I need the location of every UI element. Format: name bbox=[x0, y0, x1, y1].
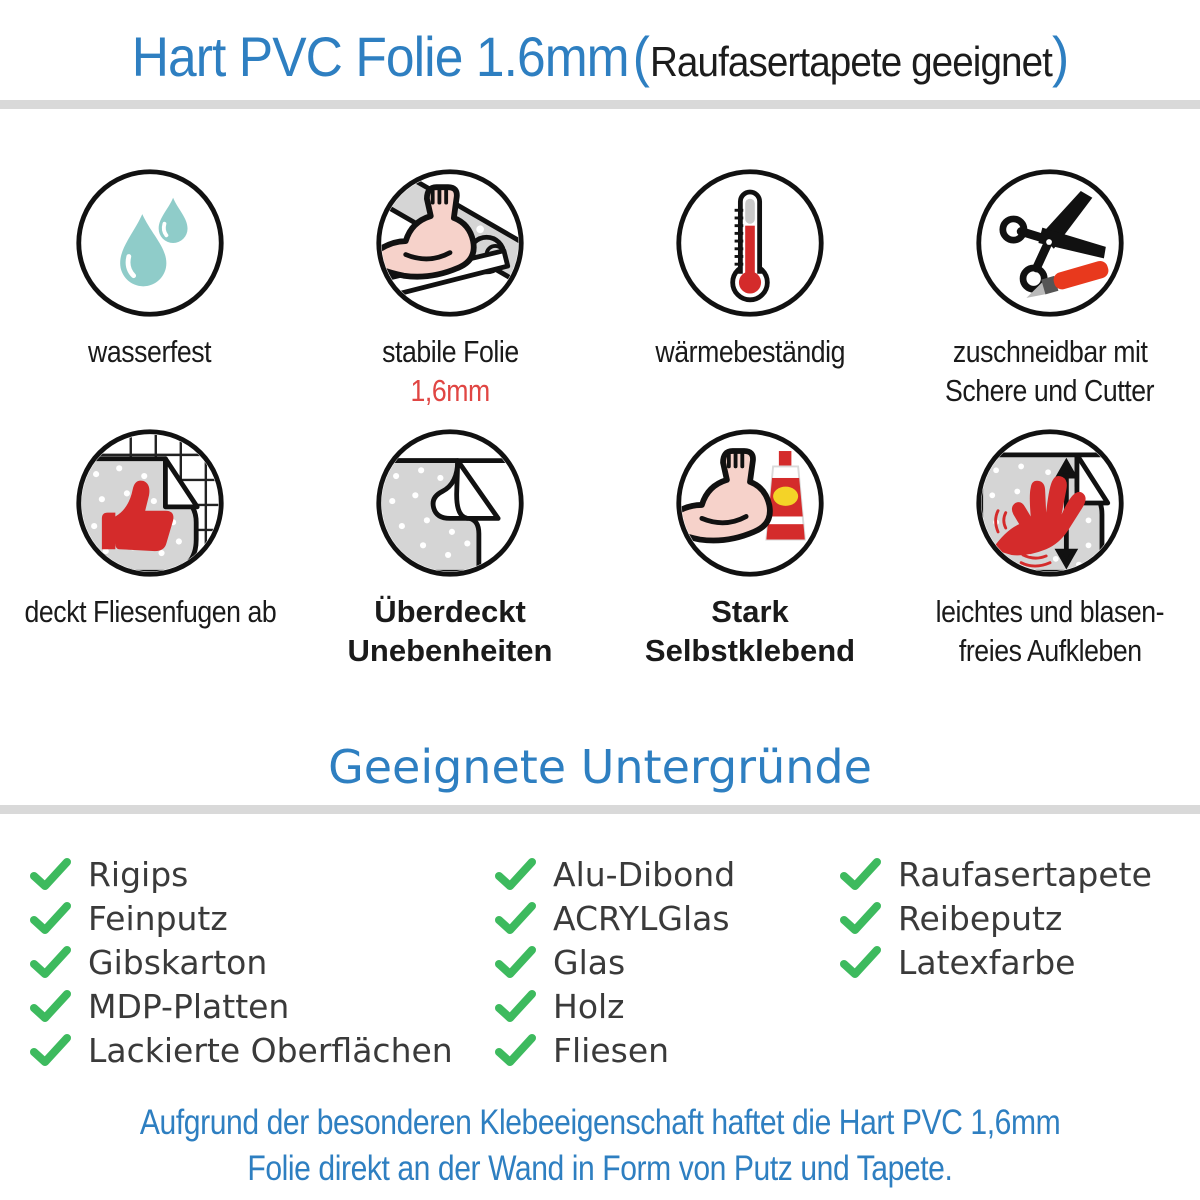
green-check-icon bbox=[495, 1034, 536, 1066]
green-check-icon bbox=[840, 902, 881, 934]
green-check-icon bbox=[840, 946, 881, 978]
green-check-icon bbox=[30, 990, 71, 1022]
feature-label: Stark Selbstklebend bbox=[644, 594, 856, 668]
green-check-icon bbox=[495, 902, 536, 934]
divider-bar-middle bbox=[0, 805, 1200, 814]
list-item: Latexfarbe bbox=[840, 940, 1170, 984]
list-item: Feinputz bbox=[30, 896, 495, 940]
list-item: Lackierte Oberflächen bbox=[30, 1028, 495, 1072]
list-item: ACRYLGlas bbox=[495, 896, 840, 940]
section-heading: Geeignete Untergründe bbox=[328, 740, 872, 794]
feature-label: zuschneidbar mit Schere und Cutter bbox=[945, 334, 1155, 408]
green-check-icon bbox=[495, 990, 536, 1022]
feature-label: deckt Fliesenfugen ab bbox=[24, 594, 276, 629]
water-drops-icon bbox=[76, 169, 224, 317]
title-paren-close: ) bbox=[1051, 25, 1069, 88]
thermometer-icon bbox=[676, 169, 824, 317]
feature-label: Überdeckt Unebenheiten bbox=[347, 594, 553, 668]
green-check-icon bbox=[30, 946, 71, 978]
checklist-column-3: Raufasertapete Reibeputz Latexfarbe bbox=[840, 852, 1170, 1072]
list-item: Reibeputz bbox=[840, 896, 1170, 940]
feature-waermebestaendig: wärmebeständig bbox=[600, 166, 900, 410]
thumb-tiles-icon bbox=[76, 429, 224, 577]
list-item: MDP-Platten bbox=[30, 984, 495, 1028]
feature-sublabel: 1,6mm bbox=[410, 373, 490, 408]
feature-unebenheiten: Überdeckt Unebenheiten bbox=[300, 426, 600, 670]
feature-selbstklebend: Stark Selbstklebend bbox=[600, 426, 900, 670]
footer-line-1: Aufgrund der besonderen Klebeeigenschaft… bbox=[139, 1103, 1061, 1142]
feature-label: wärmebeständig bbox=[655, 334, 845, 369]
list-item: Holz bbox=[495, 984, 840, 1028]
divider-bar-top bbox=[0, 100, 1200, 109]
green-check-icon bbox=[30, 1034, 71, 1066]
muscle-foil-icon bbox=[376, 169, 524, 317]
feature-label: wasserfest bbox=[88, 334, 212, 369]
title-subtitle: Raufasertapete geeignet bbox=[649, 38, 1052, 85]
list-item: Glas bbox=[495, 940, 840, 984]
feature-row-1: wasserfest bbox=[0, 166, 1200, 410]
green-check-icon bbox=[495, 858, 536, 890]
feature-zuschneidbar: zuschneidbar mit Schere und Cutter bbox=[900, 166, 1200, 410]
list-item: Raufasertapete bbox=[840, 852, 1170, 896]
feature-aufkleben: leichtes und blasen- freies Aufkleben bbox=[900, 426, 1200, 670]
list-item: Rigips bbox=[30, 852, 495, 896]
muscle-glue-icon bbox=[676, 429, 824, 577]
green-check-icon bbox=[30, 858, 71, 890]
substrate-checklist: Rigips Feinputz Gibskarton MDP-Platten L… bbox=[30, 852, 1170, 1072]
feature-fliesenfugen: deckt Fliesenfugen ab bbox=[0, 426, 300, 670]
hand-smoothing-icon bbox=[976, 429, 1124, 577]
list-item: Fliesen bbox=[495, 1028, 840, 1072]
feature-row-2: deckt Fliesenfugen ab bbox=[0, 426, 1200, 670]
green-check-icon bbox=[30, 902, 71, 934]
green-check-icon bbox=[495, 946, 536, 978]
dotted-foil-icon bbox=[376, 429, 524, 577]
feature-label: stabile Folie bbox=[381, 334, 519, 369]
footer-line-2: Folie direkt an der Wand in Form von Put… bbox=[247, 1149, 953, 1188]
footer-note: Aufgrund der besonderen Klebeeigenschaft… bbox=[0, 1100, 1200, 1192]
feature-wasserfest: wasserfest bbox=[0, 166, 300, 410]
checklist-column-1: Rigips Feinputz Gibskarton MDP-Platten L… bbox=[30, 852, 495, 1072]
list-item: Gibskarton bbox=[30, 940, 495, 984]
title-main: Hart PVC Folie 1.6mm bbox=[131, 25, 629, 88]
list-item: Alu-Dibond bbox=[495, 852, 840, 896]
title-paren-open: ( bbox=[632, 25, 650, 88]
green-check-icon bbox=[840, 858, 881, 890]
feature-label: leichtes und blasen- freies Aufkleben bbox=[935, 594, 1165, 668]
page-title: Hart PVC Folie 1.6mm (Raufasertapete gee… bbox=[0, 24, 1200, 89]
feature-stabile-folie: stabile Folie 1,6mm bbox=[300, 166, 600, 410]
checklist-column-2: Alu-Dibond ACRYLGlas Glas Holz Fliesen bbox=[495, 852, 840, 1072]
scissors-cutter-icon bbox=[976, 169, 1124, 317]
